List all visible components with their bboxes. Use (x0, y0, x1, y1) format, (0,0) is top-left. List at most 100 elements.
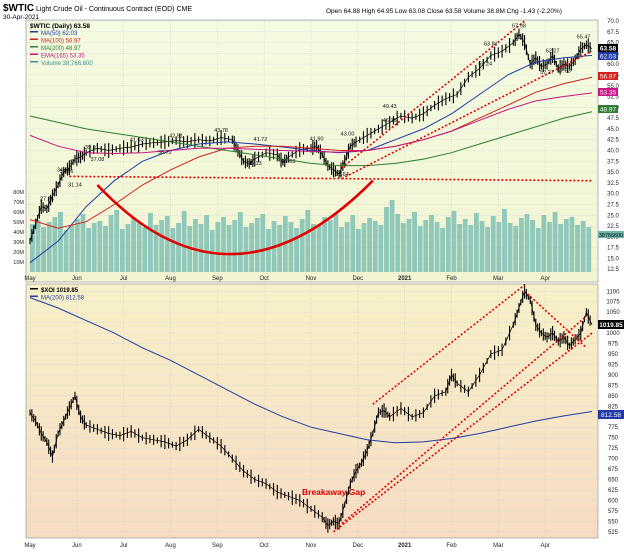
y-tick-label: 675 (608, 467, 619, 473)
price-label: 31.14 (68, 183, 82, 189)
price-label: 63.81 (484, 42, 498, 48)
price-label: 41.63 (130, 137, 144, 143)
y-tick-label: 825 (608, 404, 619, 410)
x-tick-label: 2021 (398, 276, 412, 282)
volume-bar (226, 225, 232, 272)
volume-tick-label: 70M (13, 200, 24, 206)
legend-entry: EMA(165) 53.35 (41, 54, 85, 60)
legend-swatch (30, 38, 38, 40)
volume-tick-label: 60M (13, 210, 24, 216)
trendline (372, 284, 526, 405)
volume-bar (260, 214, 266, 272)
y-tick-label: 70.0 (607, 19, 619, 25)
top-trendlines (69, 20, 593, 256)
volume-bar (569, 217, 575, 272)
price-label: 34.66 (57, 168, 71, 174)
moving-average-line (29, 92, 593, 155)
volume-bar (136, 222, 142, 272)
x-tick-label: Sep (212, 543, 223, 549)
top-series-lines (29, 28, 593, 264)
price-label: 49.43 (383, 104, 397, 110)
volume-bar (400, 223, 406, 272)
y-tick-label: 27.5 (607, 202, 619, 208)
volume-bar (164, 216, 170, 272)
bottom-trendlines (332, 284, 593, 533)
chart-symbol: $WTIC (3, 3, 34, 14)
volume-bar (524, 214, 530, 272)
volume-bar (108, 215, 114, 272)
volume-bar (462, 219, 468, 272)
volume-bar (502, 209, 507, 272)
volume-tick-label: 50M (13, 220, 24, 226)
volume-bar (429, 215, 434, 272)
y-tick-label: 975 (608, 342, 619, 348)
price-label: 43.78 (214, 128, 228, 134)
x-tick-label: Apr (540, 543, 549, 549)
volume-bar (327, 220, 333, 272)
y-tick-label: 32.5 (607, 181, 619, 187)
volume-bar (192, 219, 198, 272)
legend-swatch (30, 46, 38, 48)
volume-bar (215, 222, 221, 272)
legend-entry: MA(100) 56.97 (41, 39, 81, 45)
x-tick-label: Dec (352, 543, 363, 549)
volume-bar (266, 229, 271, 272)
y-tick-label: 65.0 (607, 41, 619, 47)
price-label: 43.00 (341, 132, 355, 138)
volume-bar (547, 222, 552, 272)
volume-bar (344, 222, 350, 272)
moving-average-line (29, 76, 593, 229)
volume-bar (305, 210, 311, 272)
volume-bar (148, 213, 153, 272)
x-tick-label: 2021 (398, 543, 412, 549)
volume-bar (221, 217, 226, 272)
x-tick-label: Jul (120, 543, 128, 549)
volume-bar (243, 227, 249, 272)
legend-swatch (30, 295, 38, 297)
breakaway-gap-annotation: Breakaway Gap (302, 487, 365, 497)
x-tick-label: Aug (165, 276, 176, 282)
x-tick-label: Feb (446, 276, 457, 282)
volume-bar (490, 216, 496, 272)
y-tick-label: 42.5 (607, 138, 619, 144)
volume-bar (69, 225, 75, 272)
volume-bar (518, 218, 524, 272)
volume-bar (63, 230, 69, 272)
y-tick-label: 22.5 (607, 224, 619, 230)
svg-text:62.03: 62.03 (600, 54, 617, 61)
trendline (341, 315, 587, 525)
volume-bar (237, 212, 243, 272)
y-tick-label: 600 (608, 498, 619, 504)
price-label: 41.72 (254, 137, 268, 143)
volume-bar (52, 217, 58, 272)
volume-bar (541, 215, 547, 272)
volume-bar (417, 226, 423, 272)
volume-bar (322, 217, 328, 272)
volume-bar (372, 221, 378, 272)
top-panel-title: $WTIC (Daily) 63.58 (30, 23, 90, 30)
volume-bar (507, 223, 513, 272)
y-tick-label: 575 (608, 509, 619, 515)
x-tick-label: Jun (72, 276, 82, 282)
volume-bar (552, 212, 558, 272)
volume-bar (41, 227, 47, 272)
svg-text:812.58: 812.58 (601, 412, 621, 419)
y-tick-label: 700 (608, 457, 619, 463)
y-tick-label: 875 (608, 383, 619, 389)
y-tick-label: 1000 (606, 331, 620, 337)
volume-badge: 38766600 (598, 231, 624, 239)
y-tick-label: 925 (608, 362, 619, 368)
y-tick-label: 45.0 (607, 127, 619, 133)
top-ema-badge: 53.35 (598, 88, 618, 97)
y-tick-label: 750 (608, 436, 619, 442)
svg-text:48.97: 48.97 (600, 107, 617, 114)
volume-bar (74, 219, 80, 272)
x-tick-label: Sep (212, 276, 223, 282)
y-tick-label: 60.0 (607, 62, 619, 68)
volume-bar (131, 218, 136, 272)
legend-swatch (30, 31, 38, 33)
y-tick-label: 17.5 (607, 246, 619, 252)
volume-bar (479, 221, 485, 272)
volume-bar (440, 228, 446, 272)
